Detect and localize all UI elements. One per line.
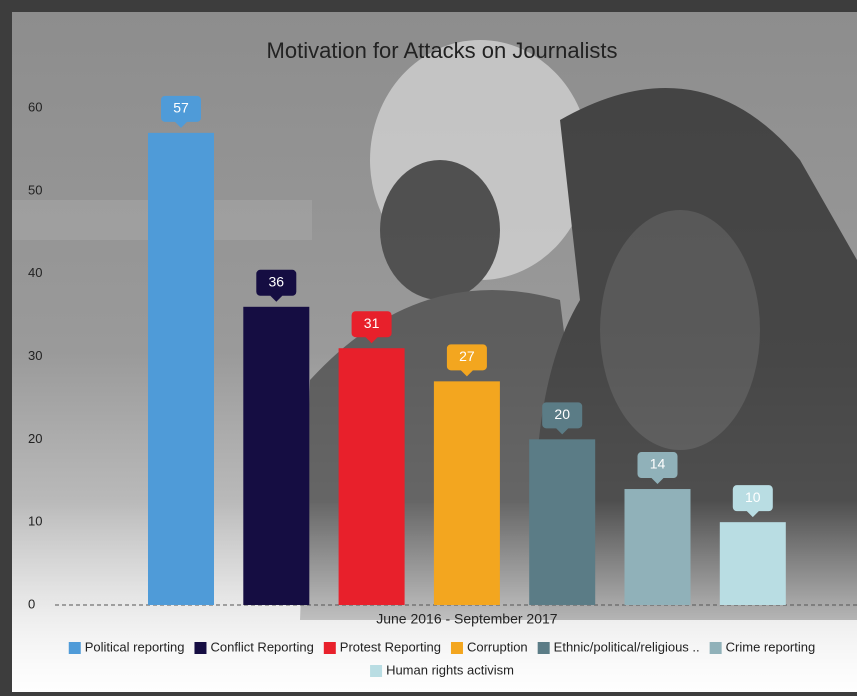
- y-tick-label: 0: [28, 596, 35, 611]
- y-tick-label: 30: [28, 348, 42, 363]
- x-tick-label: June 2016 - September 2017: [376, 611, 558, 627]
- legend-item[interactable]: Protest Reporting: [324, 639, 441, 654]
- legend-label: Protest Reporting: [340, 639, 441, 654]
- page: Motivation for Attacks on Journalists 0 1…: [0, 0, 857, 696]
- bar: [339, 348, 405, 605]
- legend-swatch: [324, 642, 336, 654]
- legend-label: Corruption: [467, 639, 528, 654]
- data-label: 14: [650, 456, 666, 472]
- bar: [434, 381, 500, 605]
- y-tick-label: 50: [28, 182, 42, 197]
- legend-label: Human rights activism: [386, 662, 514, 677]
- data-label: 31: [364, 315, 380, 331]
- y-tick-label: 20: [28, 431, 42, 446]
- bar: [529, 439, 595, 605]
- legend-label: Crime reporting: [726, 639, 816, 654]
- legend-item[interactable]: Ethnic/political/religious ..: [538, 639, 700, 654]
- y-tick-label: 10: [28, 514, 42, 529]
- data-label: 57: [173, 100, 189, 116]
- legend-label: Political reporting: [85, 639, 185, 654]
- chart-title: Motivation for Attacks on Journalists: [267, 38, 618, 63]
- legend-item[interactable]: Conflict Reporting: [194, 639, 313, 654]
- bar: [625, 489, 691, 605]
- bar: [720, 522, 786, 605]
- data-label: 36: [269, 274, 285, 290]
- legend-swatch: [451, 642, 463, 654]
- data-label: 27: [459, 348, 475, 364]
- y-tick-label: 40: [28, 265, 42, 280]
- legend-swatch: [710, 642, 722, 654]
- data-label: 10: [745, 489, 761, 505]
- legend-label: Ethnic/political/religious ..: [554, 639, 700, 654]
- legend-swatch: [370, 665, 382, 677]
- legend-label: Conflict Reporting: [210, 639, 313, 654]
- legend-swatch: [194, 642, 206, 654]
- legend-item[interactable]: Human rights activism: [370, 662, 514, 677]
- legend-item[interactable]: Crime reporting: [710, 639, 816, 654]
- data-label: 20: [554, 406, 570, 422]
- chart: Motivation for Attacks on Journalists 0 1…: [0, 0, 857, 696]
- y-tick-label: 60: [28, 99, 42, 114]
- legend-item[interactable]: Political reporting: [69, 639, 185, 654]
- legend-swatch: [69, 642, 81, 654]
- bar: [243, 307, 309, 605]
- bar: [148, 133, 214, 605]
- legend-swatch: [538, 642, 550, 654]
